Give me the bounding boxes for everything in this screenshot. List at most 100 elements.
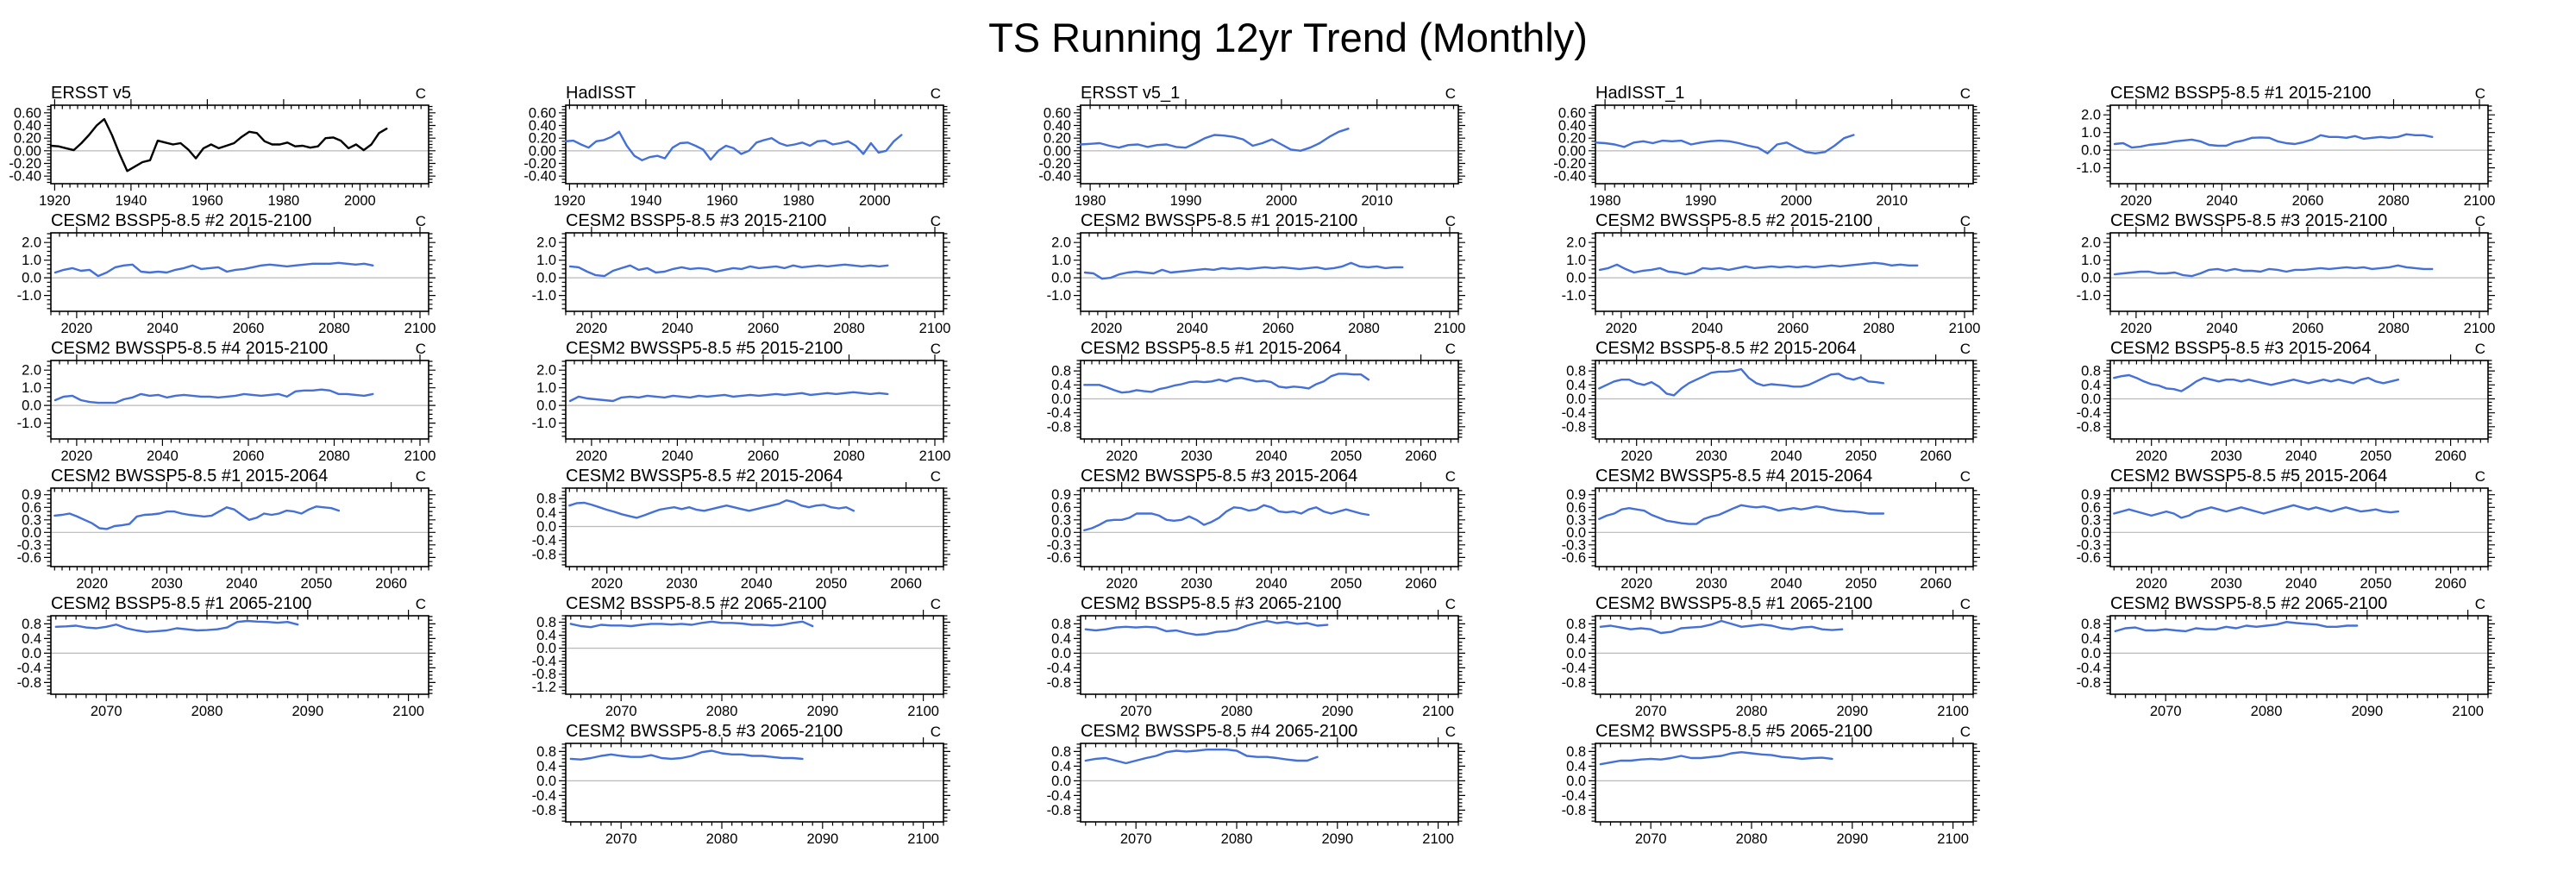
x-tick-label: 2030 <box>1695 448 1727 464</box>
y-tick-label: 0.3 <box>1566 512 1586 528</box>
x-tick-label: 2060 <box>748 448 780 464</box>
x-tick-label: 2080 <box>1221 831 1253 847</box>
chart-plot: 0.80.40.0-0.4-0.8 2070 2080 2090 2100 CESM2 B… <box>1047 594 1465 719</box>
x-tick-label: 2010 <box>1361 193 1393 209</box>
chart-unit-label: C <box>1960 596 1971 612</box>
x-tick-label: 2060 <box>2292 321 2324 336</box>
chart-panel: 0.9 0.6 0.3 0.0 -0.3 -0.6 2020 2030 2040 2050 2060… <box>1 464 516 592</box>
x-tick-label: 2050 <box>1846 448 1877 464</box>
axis-ticks <box>1074 354 1465 446</box>
chart-panel: 0.60 0.40 0.20 0.00 -0.20 -0.40 1980 1990 2000 20… <box>1545 81 2060 209</box>
y-tick-label: 0.9 <box>2081 487 2101 503</box>
y-tick-label: 2.0 <box>2081 235 2101 251</box>
chart-plot: 0.80.40.0-0.4-0.8-1.2 2070 2080 2090 2100 CES… <box>532 594 950 719</box>
chart-unit-label: C <box>1960 85 1971 102</box>
chart-title: CESM2 BWSSP5-8.5 #2 2065-2100 <box>2110 594 2387 613</box>
chart-plot: 0.80.40.0-0.4-0.8 2020 2030 2040 2050 2060 CES… <box>532 467 950 592</box>
x-tick-label: 2050 <box>1846 576 1877 592</box>
plot-frame <box>2109 615 2489 695</box>
x-tick-label: 2030 <box>151 576 183 592</box>
axis-ticks <box>2103 610 2495 701</box>
chart-plot: 0.80.40.0-0.4-0.8 2020 2030 2040 2050 2060 CES… <box>1047 339 1465 464</box>
chart-title: CESM2 BWSSP5-8.5 #4 2065-2100 <box>1081 722 1357 741</box>
y-tick-label: -1.0 <box>1047 288 1071 304</box>
data-line <box>1599 619 1844 635</box>
y-tick-label: -0.20 <box>523 156 556 172</box>
axis-ticks <box>1589 99 1980 191</box>
chart-plot: 0.80.40.0-0.4-0.8 2070 2080 2090 2100 CESM2 B… <box>17 594 436 719</box>
axis-ticks <box>1589 227 1980 318</box>
chart-title: CESM2 BWSSP5-8.5 #1 2015-2100 <box>1081 211 1357 230</box>
x-tick-label: 2020 <box>1606 321 1638 336</box>
x-tick-label: 2070 <box>605 704 637 719</box>
x-tick-label: 2080 <box>706 704 738 719</box>
y-tick-label: 0.0 <box>2081 392 2101 407</box>
x-tick-label: 2070 <box>605 831 637 847</box>
y-tick-label: 0.40 <box>14 118 41 134</box>
y-tick-label: -1.0 <box>17 288 41 304</box>
axis-ticks <box>44 610 436 701</box>
y-tick-label: -0.4 <box>1562 661 1586 676</box>
axis-ticks <box>1589 354 1980 446</box>
data-line <box>1084 749 1319 765</box>
chart-unit-label: C <box>931 468 941 485</box>
y-tick-label: 0.8 <box>1051 617 1071 632</box>
x-tick-label: 2100 <box>1434 321 1466 336</box>
chart-title: CESM2 BWSSP5-8.5 #1 2065-2100 <box>1595 594 1872 613</box>
x-tick-label: 2100 <box>2464 193 2496 209</box>
y-tick-label: 0.60 <box>14 105 41 121</box>
y-tick-label: 0.0 <box>1051 525 1071 541</box>
plot-frame <box>1595 232 1974 312</box>
x-tick-label: 2050 <box>1331 448 1363 464</box>
x-tick-label: 1960 <box>191 193 223 209</box>
y-tick-label: -0.4 <box>2077 661 2101 676</box>
empty-cell <box>1 719 516 847</box>
x-tick-label: 1980 <box>783 193 815 209</box>
y-tick-label: 0.3 <box>22 512 41 528</box>
chart-title: CESM2 BSSP5-8.5 #1 2015-2064 <box>1081 339 1341 358</box>
x-tick-label: 2090 <box>806 831 838 847</box>
y-tick-label: 0.40 <box>1558 118 1586 134</box>
y-tick-label: -1.0 <box>532 288 556 304</box>
plot-frame <box>1595 104 1974 185</box>
y-tick-label: 0.0 <box>1051 392 1071 407</box>
axis-ticks <box>1589 737 1980 829</box>
y-tick-label: 0.60 <box>1044 105 1071 121</box>
y-tick-label: -0.4 <box>1047 661 1071 676</box>
chart-title: CESM2 BWSSP5-8.5 #3 2065-2100 <box>566 722 843 741</box>
x-tick-label: 2080 <box>833 448 865 464</box>
plot-frame <box>50 615 429 695</box>
x-tick-label: 2020 <box>61 448 93 464</box>
y-tick-label: 0.4 <box>22 631 41 647</box>
chart-title: HadISST <box>566 84 636 103</box>
x-tick-label: 1940 <box>116 193 147 209</box>
chart-unit-label: C <box>931 85 941 102</box>
y-tick-label: -0.8 <box>1047 803 1071 818</box>
chart-panel: 0.8 0.4 0.0 -0.4 -0.8 2070 2080 2090 2100 CESM2 B… <box>1545 719 2060 847</box>
y-tick-label: 0.4 <box>2081 378 2101 393</box>
chart-title: CESM2 BWSSP5-8.5 #4 2015-2064 <box>1595 467 1872 486</box>
plot-frame <box>2109 104 2489 185</box>
data-line <box>569 620 814 629</box>
y-tick-label: 2.0 <box>536 363 556 379</box>
chart-title: CESM2 BSSP5-8.5 #2 2015-2100 <box>51 211 311 230</box>
chart-title: ERSST v5_1 <box>1081 84 1180 103</box>
y-tick-label: 0.0 <box>536 519 556 535</box>
data-line <box>564 130 903 162</box>
y-tick-label: -0.4 <box>1047 788 1071 804</box>
x-tick-label: 1980 <box>268 193 300 209</box>
plot-frame <box>565 104 944 185</box>
y-tick-label: 0.3 <box>2081 512 2101 528</box>
y-tick-label: 0.4 <box>536 628 556 643</box>
y-tick-label: 0.0 <box>1566 646 1586 661</box>
chart-title: CESM2 BSSP5-8.5 #3 2015-2064 <box>2110 339 2371 358</box>
chart-plot: 0.600.400.200.00-0.20-0.40 1920 1940 1960 19… <box>9 84 436 209</box>
x-tick-label: 2060 <box>1920 576 1952 592</box>
data-line <box>1598 504 1885 525</box>
chart-panel: 2.0 1.0 0.0 -1.0 2020 2040 2060 2080 2100 CESM2 B… <box>516 336 1031 464</box>
chart-plot: 2.0 1.0 0.0 -1.0 2020 2040 2060 2080 2100 CESM2 B… <box>17 211 436 336</box>
chart-title: CESM2 BSSP5-8.5 #2 2015-2064 <box>1595 339 1856 358</box>
y-tick-label: 0.4 <box>1566 378 1586 393</box>
y-tick-label: -0.4 <box>1562 788 1586 804</box>
axis-ticks <box>1074 610 1465 701</box>
